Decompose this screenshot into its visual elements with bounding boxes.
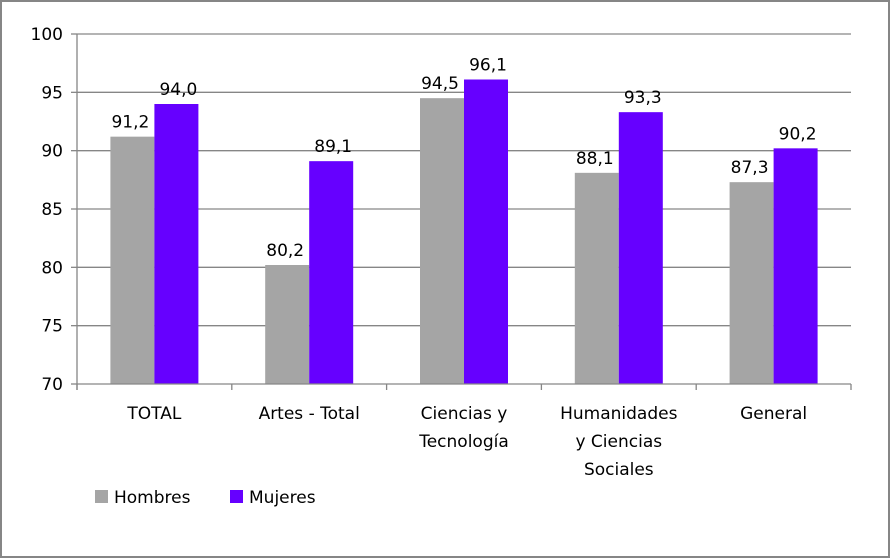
- category-label: TOTAL: [126, 404, 181, 424]
- legend-swatch-mujeres: [230, 490, 243, 503]
- y-tick-label: 75: [41, 317, 63, 337]
- y-tick-label: 80: [41, 258, 63, 278]
- data-label: 94,0: [159, 80, 197, 100]
- bar-mujeres: [618, 112, 663, 385]
- y-tick-label: 85: [41, 200, 63, 220]
- data-label: 80,2: [266, 241, 304, 261]
- data-label: 91,2: [111, 113, 149, 133]
- data-label: 87,3: [731, 158, 769, 178]
- y-tick-label: 95: [41, 83, 63, 103]
- data-label: 88,1: [576, 149, 614, 169]
- bar-hombres: [420, 98, 464, 385]
- data-label: 89,1: [314, 137, 352, 157]
- category-label: General: [740, 404, 807, 424]
- bar-mujeres: [309, 161, 354, 384]
- data-label: 90,2: [779, 124, 817, 144]
- bar-hombres: [110, 136, 155, 384]
- bar-mujeres: [154, 104, 199, 384]
- y-tick-label: 90: [41, 142, 63, 162]
- category-label: Artes - Total: [259, 404, 360, 424]
- category-label: Tecnología: [418, 432, 509, 452]
- category-label: Ciencias y: [421, 404, 508, 424]
- y-tick-label: 70: [41, 375, 63, 395]
- bar-mujeres: [773, 148, 818, 384]
- bar-mujeres: [464, 79, 508, 384]
- data-label: 93,3: [624, 88, 662, 108]
- bar-hombres: [574, 172, 619, 384]
- legend-label: Hombres: [114, 488, 191, 508]
- bar-hombres: [729, 182, 774, 384]
- category-label: y Ciencias: [575, 432, 662, 452]
- legend-swatch-hombres: [95, 490, 108, 503]
- y-tick-label: 100: [31, 25, 63, 45]
- data-label: 96,1: [469, 56, 507, 76]
- category-label: Sociales: [584, 460, 654, 480]
- legend-label: Mujeres: [249, 488, 316, 508]
- bar-hombres: [265, 265, 310, 384]
- data-label: 94,5: [421, 74, 459, 94]
- category-label: Humanidades: [560, 404, 677, 424]
